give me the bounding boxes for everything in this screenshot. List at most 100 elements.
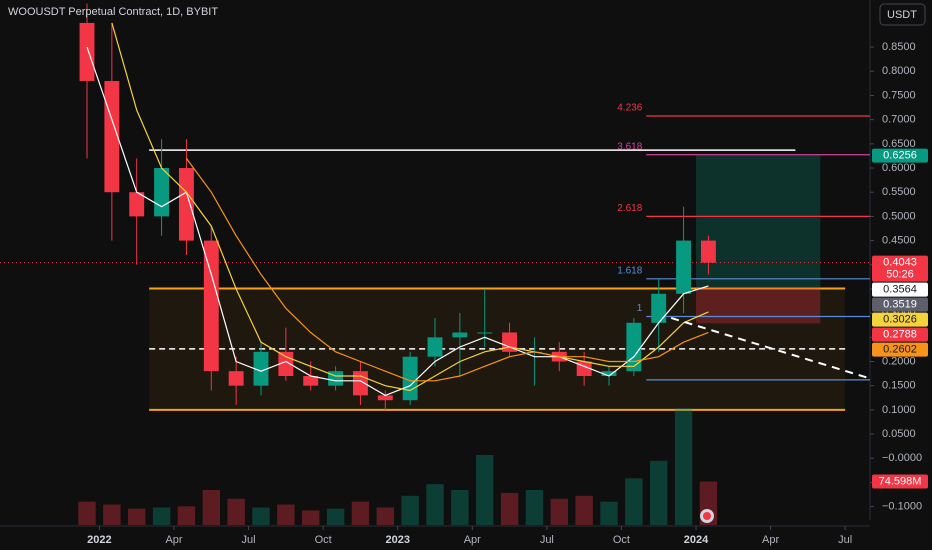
y-tick-label: −0.0000 bbox=[882, 452, 922, 464]
x-tick-label: Oct bbox=[315, 534, 332, 546]
y-tick-label: 0.7000 bbox=[882, 114, 916, 126]
volume-bar bbox=[227, 498, 245, 525]
volume-bar bbox=[103, 504, 121, 525]
volume-bar bbox=[426, 484, 444, 525]
y-tick-label: 0.5000 bbox=[882, 210, 916, 222]
candle-body bbox=[700, 240, 716, 263]
volume-label-box bbox=[872, 474, 928, 489]
fib-label: 1 bbox=[637, 303, 643, 314]
fib-label: 1.618 bbox=[617, 265, 642, 276]
x-tick-label: 2022 bbox=[87, 534, 111, 546]
volume-bar bbox=[326, 508, 345, 525]
x-tick-label: 2024 bbox=[684, 534, 709, 546]
y-tick-label: 0.6000 bbox=[882, 162, 916, 174]
x-tick-label: 2023 bbox=[385, 534, 409, 546]
volume-bar bbox=[302, 510, 320, 525]
volume-bar bbox=[674, 408, 693, 525]
y-tick-label: 0.8500 bbox=[882, 41, 916, 53]
candle-body bbox=[502, 332, 518, 352]
position-stop-zone bbox=[696, 288, 821, 324]
currency-button[interactable] bbox=[879, 3, 926, 26]
candle-body bbox=[452, 332, 468, 338]
price-label-box bbox=[872, 148, 928, 163]
volume-bar bbox=[401, 495, 419, 525]
volume-bar bbox=[476, 455, 494, 525]
volume-bar bbox=[177, 506, 196, 525]
candle-body bbox=[427, 337, 443, 357]
candle-body bbox=[477, 332, 493, 334]
x-tick-label: Jul bbox=[540, 534, 554, 546]
price-label-box bbox=[872, 312, 928, 327]
fib-label: 3.618 bbox=[617, 141, 642, 152]
price-label-box bbox=[872, 342, 928, 357]
volume-bar bbox=[202, 490, 220, 525]
volume-bar bbox=[351, 501, 370, 525]
volume-bar bbox=[277, 504, 295, 525]
volume-bar bbox=[152, 507, 171, 525]
candle-body bbox=[377, 395, 393, 401]
candle-body bbox=[228, 371, 244, 386]
volume-bar bbox=[78, 501, 96, 525]
x-tick-label: Oct bbox=[613, 534, 630, 546]
candle-body bbox=[601, 371, 617, 377]
volume-bar bbox=[376, 507, 394, 525]
x-tick-label: Apr bbox=[464, 534, 481, 546]
price-label: 0.2788 bbox=[883, 329, 917, 341]
x-tick-label: Jul bbox=[838, 534, 852, 546]
candle-body bbox=[253, 351, 269, 386]
y-tick-label: 0.8000 bbox=[882, 65, 916, 77]
volume-label: 74.598M bbox=[879, 475, 922, 487]
volume-bar bbox=[500, 492, 519, 525]
volume-bar bbox=[128, 508, 146, 525]
moving-average bbox=[111, 22, 709, 392]
y-tick-label: 0.5500 bbox=[882, 186, 916, 198]
price-label: 0.4043 bbox=[883, 257, 917, 269]
y-tick-label: 0.0500 bbox=[882, 428, 916, 440]
moving-average bbox=[86, 46, 709, 397]
price-label-box bbox=[872, 327, 928, 342]
price-countdown: 50:26 bbox=[886, 269, 914, 281]
y-tick-label: 0.6500 bbox=[882, 138, 916, 150]
candle-body bbox=[129, 192, 145, 217]
volume-bar bbox=[550, 498, 568, 525]
candle-body bbox=[79, 22, 95, 81]
price-label: 0.2602 bbox=[883, 344, 917, 356]
y-tick-label: 0.2000 bbox=[882, 355, 916, 367]
event-flag-dot bbox=[703, 512, 711, 520]
x-tick-label: Jul bbox=[242, 534, 256, 546]
candle-body bbox=[203, 240, 219, 372]
y-tick-label: 0.1000 bbox=[882, 404, 916, 416]
price-label-box bbox=[872, 282, 928, 297]
volume-bar bbox=[600, 501, 618, 525]
fib-label: 4.236 bbox=[617, 103, 642, 114]
volume-bar bbox=[575, 495, 593, 525]
candle-body bbox=[178, 168, 194, 241]
position-target-zone bbox=[696, 155, 821, 289]
y-tick-label: 0.7500 bbox=[882, 89, 916, 101]
fib-label: 2.618 bbox=[617, 203, 642, 214]
currency-label[interactable]: USDT bbox=[887, 9, 917, 21]
candle-body bbox=[154, 168, 170, 217]
candle-body bbox=[626, 322, 642, 372]
moving-average bbox=[185, 158, 709, 382]
volume-bar bbox=[451, 490, 469, 525]
candle-body bbox=[303, 376, 319, 386]
trend-line bbox=[670, 317, 871, 380]
volume-bar bbox=[625, 478, 643, 525]
candle-body bbox=[676, 240, 692, 294]
y-tick-label: −0.1000 bbox=[882, 501, 922, 513]
y-tick-label: 0.4500 bbox=[882, 234, 916, 246]
price-label: 0.3026 bbox=[883, 314, 917, 326]
y-tick-label: 0.1500 bbox=[882, 380, 916, 392]
volume-bar bbox=[525, 490, 544, 525]
price-label: 0.3519 bbox=[883, 299, 917, 311]
x-tick-label: Apr bbox=[762, 534, 779, 546]
volume-bar bbox=[252, 507, 270, 525]
price-label: 0.6256 bbox=[883, 150, 917, 162]
candle-body bbox=[651, 293, 667, 323]
plot: 4.236 3.618 2.618 1.618 1 bbox=[0, 3, 871, 525]
x-tick-label: Apr bbox=[165, 534, 182, 546]
chart-title: WOOUSDT Perpetual Contract, 1D, BYBIT bbox=[8, 6, 218, 18]
price-label-box bbox=[872, 297, 928, 312]
